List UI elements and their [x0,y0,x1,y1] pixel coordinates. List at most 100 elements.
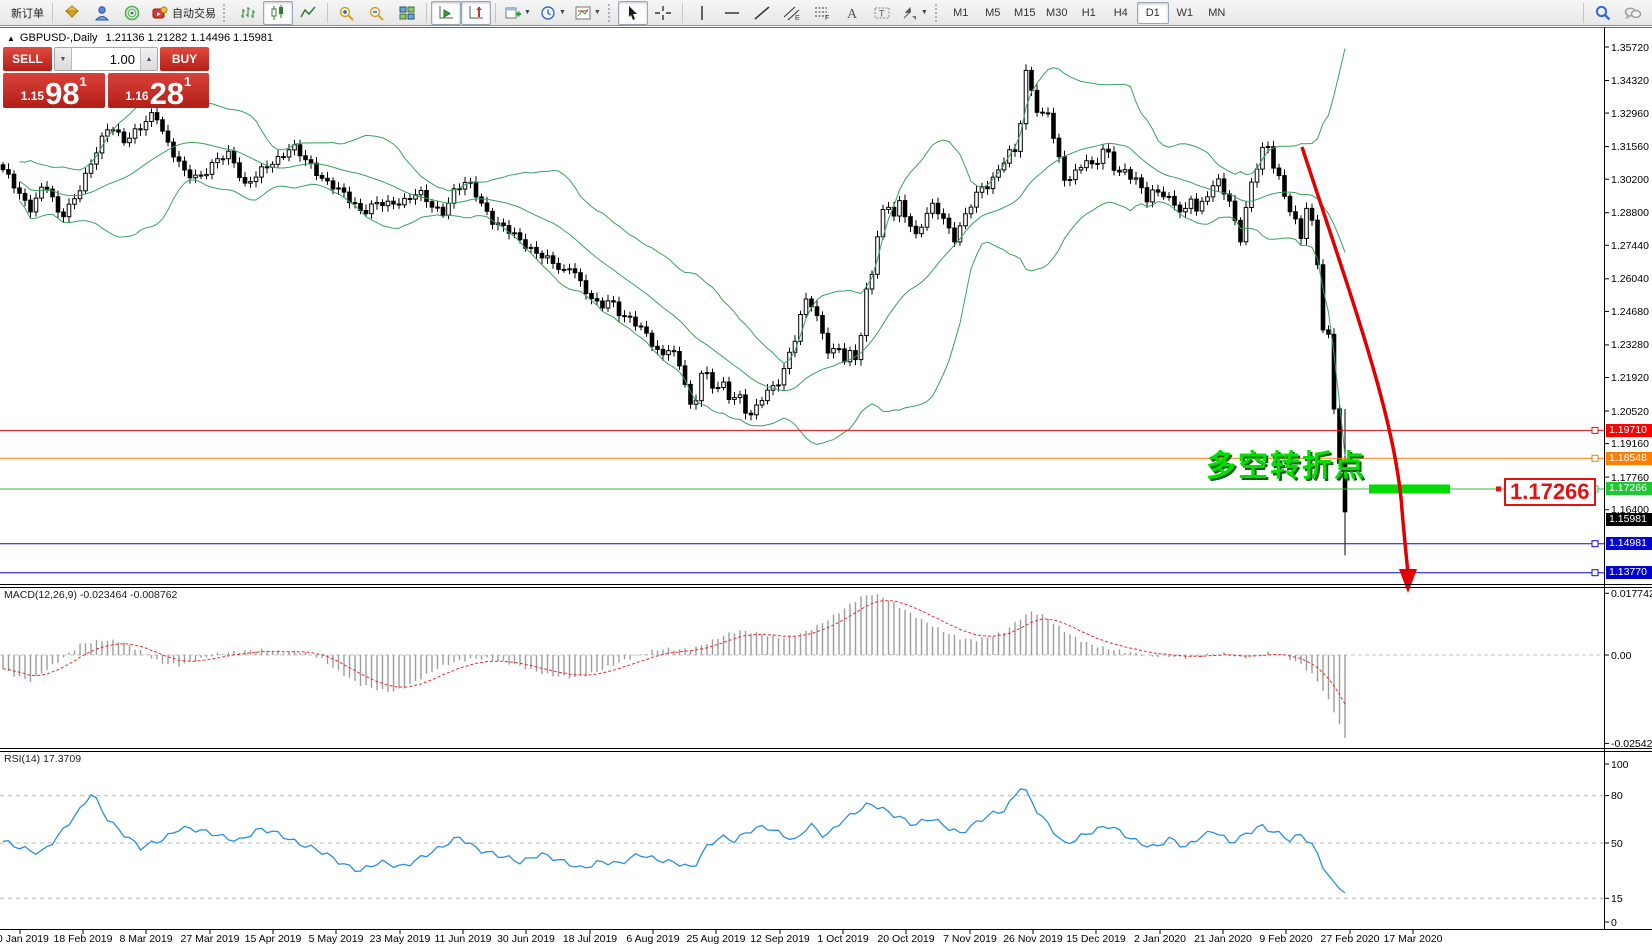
buy-price-display[interactable]: 1.16 28 1 [107,73,209,109]
trendline-icon[interactable] [747,1,777,25]
ohlc-values: 1.21136 1.21282 1.14496 1.15981 [105,32,273,44]
crosshair-icon[interactable] [648,1,678,25]
candlestick-chart-icon[interactable] [263,0,293,25]
date-axis-label: 9 Feb 2020 [1259,933,1313,945]
chat-icon[interactable] [1618,1,1648,25]
chart-shift-icon[interactable] [461,0,491,25]
sell-price-display[interactable]: 1.15 98 1 [3,73,105,109]
text-icon[interactable]: A [837,1,867,25]
chart-title: ▲ GBPUSD-,Daily 1.21136 1.21282 1.14496 1.… [7,32,273,44]
history-icon[interactable] [57,1,87,25]
date-axis-label: 8 Mar 2019 [119,933,173,945]
price-axis-tick: 1.31560 [1611,141,1649,154]
tile-windows-icon[interactable] [392,1,422,25]
auto-scroll-icon[interactable] [431,0,461,25]
buy-button[interactable]: BUY [160,47,209,71]
svg-text:A: A [847,7,858,21]
timeframe-button-mn[interactable]: MN [1208,6,1226,19]
price-axis-tick: 1.19160 [1611,438,1649,451]
axis-price-badge: 1.14981 [1606,537,1652,551]
date-axis-label: 18 Feb 2019 [53,933,113,945]
toolbar-separator [52,2,53,23]
sell-price-prefix: 1.15 [20,89,45,103]
date-axis-label: 7 Nov 2019 [943,933,997,945]
axis-price-badge: 1.13770 [1606,566,1652,580]
new-chart-icon[interactable]: ▼ [500,1,535,25]
signals-icon[interactable] [117,1,147,25]
date-axis-label: 23 May 2019 [369,933,431,945]
search-icon[interactable] [1588,1,1618,25]
timeframe-button-w1[interactable]: W1 [1176,6,1194,19]
macd-histogram [0,594,1604,738]
bar-chart-icon[interactable] [233,1,263,25]
line-chart-icon[interactable] [293,1,323,25]
highlight-bar [1369,484,1450,494]
svg-text:T: T [879,8,885,18]
symbol-period: GBPUSD-,Daily [19,32,98,44]
macd-axis-label: -0.025427 [1611,737,1652,750]
price-axis-tick: 1.32960 [1611,107,1649,120]
macd-signal-line [2,600,1346,705]
axis-price-badge: 1.19710 [1606,423,1652,437]
rsi-indicator-label: RSI(14) 17.3709 [4,753,82,765]
timeframe-button-h4[interactable]: H4 [1113,6,1128,19]
equidistant-channel-icon[interactable]: E [777,1,807,25]
volume-decrease-button[interactable]: ▼ [55,48,72,70]
autotrading-button[interactable]: 自动交易 [147,1,220,25]
volume-input[interactable] [72,48,140,70]
chart-window[interactable]: ▲ GBPUSD-,Daily 1.21136 1.21282 1.14496 1.… [0,27,1652,950]
price-tag-label[interactable]: 1.17266 [1504,478,1596,506]
new-order-button[interactable]: 新订单 [11,7,44,20]
trend-arrow[interactable] [1300,146,1417,593]
price-level-lines[interactable] [0,426,1604,577]
volume-increase-button[interactable]: ▲ [140,48,157,70]
timeframe-button-h1[interactable]: H1 [1081,6,1096,19]
chart-annotation-text[interactable]: 多空转折点 [1206,450,1366,483]
price-axis-tick: 1.28800 [1611,207,1649,220]
buy-price-pip: 1 [184,74,192,89]
date-axis-label: 30 Jun 2019 [497,933,555,945]
timeframe-button-m1[interactable]: M1 [953,6,969,19]
zoom-in-icon[interactable] [332,1,362,25]
date-axis-label: 27 Mar 2019 [180,933,240,945]
date-axis-label: 21 Jan 2020 [1194,933,1252,945]
label-icon[interactable]: T [867,1,897,25]
price-axis-tick: 1.26040 [1611,273,1649,286]
periods-icon[interactable]: ▼ [535,1,570,25]
toolbar-separator [1583,2,1584,23]
date-axis-label: 5 May 2019 [308,933,364,945]
zoom-out-icon[interactable] [362,1,392,25]
date-axis-label: 11 Jun 2019 [434,933,492,945]
price-axis-tick: 1.17760 [1611,471,1649,484]
templates-icon[interactable]: ▼ [570,1,605,25]
toolbar-separator [934,3,940,22]
timeframe-button-m30[interactable]: M30 [1046,6,1068,19]
horizontal-line-icon[interactable] [717,1,747,25]
toolbar-separator [495,2,496,23]
toolbar-separator [607,3,613,22]
vertical-line-icon[interactable] [687,1,717,25]
fibonacci-icon[interactable]: F [807,1,837,25]
cursor-icon[interactable] [617,0,648,25]
arrows-icon[interactable]: ▼ [897,1,932,25]
rsi-line [2,788,1346,894]
timeframe-button-m15[interactable]: M15 [1014,6,1036,19]
price-axis-tick: 1.21920 [1611,372,1649,384]
rsi-axis-label: 100 [1611,758,1629,771]
toolbar-separator [426,2,427,23]
date-axis-label: 25 Aug 2019 [686,933,746,945]
rsi-axis-label: 15 [1611,892,1623,905]
volume-stepper: ▼ ▲ [54,47,158,71]
timeframe-button-m5[interactable]: M5 [985,6,1001,19]
price-axis-tick: 1.30200 [1611,173,1649,186]
collapse-panel-icon[interactable]: ▲ [7,34,15,43]
profile-icon[interactable] [87,1,117,25]
sell-button[interactable]: SELL [3,47,52,71]
price-axis-tick: 1.34320 [1611,75,1649,88]
price-axis-tick: 1.16400 [1611,504,1649,517]
timeframe-button-d1[interactable]: D1 [1136,1,1169,24]
date-axis-label: 30 Jan 2019 [0,933,49,945]
